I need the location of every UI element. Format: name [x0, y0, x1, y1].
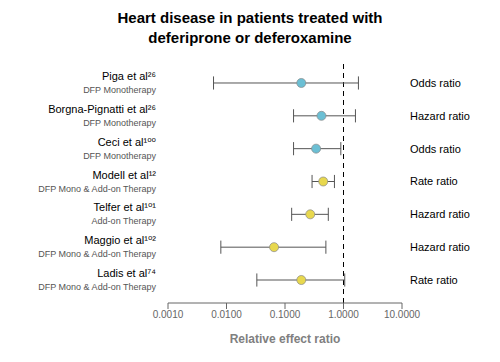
- svg-text:DFP Monotherapy: DFP Monotherapy: [83, 85, 156, 95]
- svg-text:DFP Mono & Add-on Therapy: DFP Mono & Add-on Therapy: [38, 282, 156, 292]
- svg-text:Hazard ratio: Hazard ratio: [410, 110, 470, 122]
- svg-text:Ceci et al¹⁰⁰: Ceci et al¹⁰⁰: [98, 136, 157, 148]
- svg-text:Piga et al²⁶: Piga et al²⁶: [102, 70, 156, 82]
- svg-text:Rate ratio: Rate ratio: [410, 175, 458, 187]
- svg-text:DFP Mono & Add-on Therapy: DFP Mono & Add-on Therapy: [38, 249, 156, 259]
- svg-text:DFP Monotherapy: DFP Monotherapy: [83, 151, 156, 161]
- html-text:Heart disease in patients trea: Heart disease in patients treated with d…: [117, 9, 383, 46]
- svg-text:0.0010: 0.0010: [153, 309, 184, 320]
- svg-text:0.1000: 0.1000: [270, 309, 301, 320]
- svg-text:Telfer et al¹⁰¹: Telfer et al¹⁰¹: [94, 201, 157, 213]
- svg-text:DFP Mono & Add-on Therapy: DFP Mono & Add-on Therapy: [38, 184, 156, 194]
- svg-text:Odds ratio: Odds ratio: [410, 77, 461, 89]
- svg-text:Odds ratio: Odds ratio: [410, 143, 461, 155]
- svg-text:10.0000: 10.0000: [384, 309, 421, 320]
- svg-text:DFP Monotherapy: DFP Monotherapy: [83, 118, 156, 128]
- svg-text:Add-on Therapy: Add-on Therapy: [92, 216, 157, 226]
- svg-text:Modell et al¹²: Modell et al¹²: [92, 169, 156, 181]
- svg-text:Ladis et al⁷⁴: Ladis et al⁷⁴: [97, 267, 156, 279]
- svg-text:Borgna-Pignatti et al²⁶: Borgna-Pignatti et al²⁶: [48, 103, 156, 115]
- svg-text:Hazard ratio: Hazard ratio: [410, 208, 470, 220]
- svg-text:Rate ratio: Rate ratio: [410, 274, 458, 286]
- svg-text:Hazard ratio: Hazard ratio: [410, 241, 470, 253]
- svg-text:Maggio et al¹⁰²: Maggio et al¹⁰²: [84, 234, 156, 246]
- svg-text:Relative effect ratio: Relative effect ratio: [230, 332, 341, 346]
- svg-text:0.0100: 0.0100: [211, 309, 242, 320]
- svg-text:1.0000: 1.0000: [328, 309, 359, 320]
